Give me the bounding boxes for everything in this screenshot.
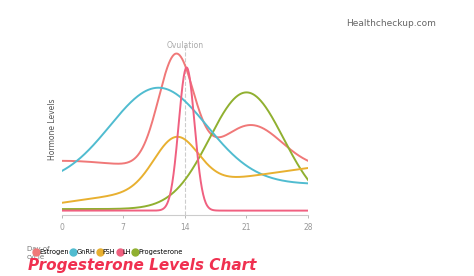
Text: Healthcheckup.com: Healthcheckup.com bbox=[346, 19, 436, 28]
Legend: Estrogen, GnRH, FSH, LH, Progesterone: Estrogen, GnRH, FSH, LH, Progesterone bbox=[36, 250, 182, 255]
Text: Ovulation: Ovulation bbox=[166, 41, 203, 51]
Text: Day of
cycle: Day of cycle bbox=[27, 246, 50, 260]
Y-axis label: Hormone Levels: Hormone Levels bbox=[48, 99, 57, 160]
Text: Progesterone Levels Chart: Progesterone Levels Chart bbox=[28, 258, 256, 273]
